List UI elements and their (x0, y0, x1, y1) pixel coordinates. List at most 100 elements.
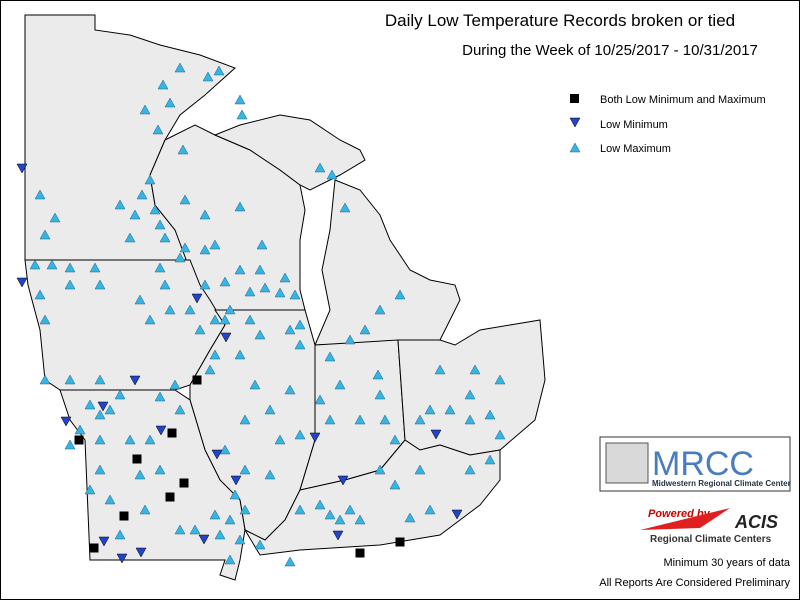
station-marker (157, 79, 169, 90)
logo-map (605, 442, 649, 484)
station-marker (184, 304, 196, 315)
station-marker (177, 144, 189, 155)
station-marker (174, 404, 186, 415)
station-marker (264, 469, 276, 480)
station-marker (169, 379, 181, 390)
station-marker (337, 475, 349, 486)
station-marker (124, 434, 136, 445)
station-marker (244, 314, 256, 325)
station-marker (129, 375, 141, 386)
station-marker (154, 262, 166, 273)
station-marker (264, 404, 276, 415)
station-marker (294, 429, 306, 440)
kentucky (243, 439, 501, 556)
station-marker (389, 434, 401, 445)
station-marker (135, 547, 147, 558)
station-marker (199, 244, 211, 255)
station-marker (192, 375, 202, 385)
station-marker (209, 314, 221, 325)
station-marker (430, 429, 442, 440)
acis-logo: Powered by ACIS Regional Climate Centers (640, 508, 778, 545)
station-marker (249, 379, 261, 390)
lower-michigan (314, 179, 461, 346)
station-marker (334, 379, 346, 390)
station-marker (84, 484, 96, 495)
station-marker (284, 324, 296, 335)
station-marker (164, 304, 176, 315)
states (24, 14, 546, 581)
station-marker (359, 324, 371, 335)
station-marker (256, 239, 268, 250)
station-marker (389, 479, 401, 490)
station-marker (119, 511, 129, 521)
logo-full-name: Midwestern Regional Climate Center (652, 479, 791, 488)
station-marker (39, 374, 51, 385)
station-marker (174, 252, 186, 263)
map-subtitle: During the Week of 10/25/2017 - 10/31/20… (462, 42, 758, 59)
station-marker (294, 319, 306, 330)
legend-label: Low Maximum (600, 143, 671, 155)
station-marker (239, 414, 251, 425)
station-marker (154, 391, 166, 402)
station-marker (34, 189, 46, 200)
station-marker (209, 349, 221, 360)
station-marker (64, 262, 76, 273)
station-marker (74, 435, 84, 445)
station-marker (334, 514, 346, 525)
station-marker (114, 389, 126, 400)
station-marker (114, 529, 126, 540)
station-marker (104, 404, 116, 415)
station-marker (179, 478, 189, 488)
mrcc-logo: MRCC Midwestern Regional Climate Center (599, 436, 791, 492)
upper-michigan (213, 114, 366, 191)
station-marker (129, 209, 141, 220)
station-marker (254, 264, 266, 275)
station-marker (134, 294, 146, 305)
station-marker (434, 364, 446, 375)
acis-swoosh (640, 508, 730, 530)
station-marker (89, 262, 101, 273)
station-marker (254, 329, 266, 340)
station-marker (165, 492, 175, 502)
station-marker (39, 229, 51, 240)
station-marker (139, 104, 151, 115)
legend: Both Low Minimum and Maximum Low Minimum… (569, 94, 766, 155)
station-marker (344, 504, 356, 515)
legend-symbol (569, 142, 581, 153)
station-marker (154, 464, 166, 475)
station-marker (149, 204, 161, 215)
station-marker (354, 414, 366, 425)
station-marker (194, 324, 206, 335)
station-marker (114, 199, 126, 210)
station-marker (326, 169, 338, 180)
station-marker (234, 94, 246, 105)
station-marker (60, 416, 72, 427)
station-marker (89, 543, 99, 553)
station-marker (16, 277, 28, 288)
station-marker (444, 404, 456, 415)
station-marker (344, 334, 356, 345)
station-marker (294, 504, 306, 515)
station-marker (46, 259, 58, 270)
station-marker (374, 464, 386, 475)
station-marker (259, 282, 271, 293)
station-marker (494, 374, 506, 385)
station-marker (97, 401, 109, 412)
station-marker (116, 553, 128, 564)
station-marker (179, 242, 191, 253)
station-marker (84, 399, 96, 410)
station-marker (136, 189, 148, 200)
station-marker (484, 409, 496, 420)
station-marker (451, 509, 463, 520)
station-marker (464, 414, 476, 425)
station-marker (134, 469, 146, 480)
station-marker (34, 289, 46, 300)
station-marker (395, 537, 405, 547)
station-marker (94, 279, 106, 290)
station-marker (209, 509, 221, 520)
station-marker (414, 414, 426, 425)
station-marker (211, 449, 223, 460)
station-marker (209, 239, 221, 250)
station-marker (324, 509, 336, 520)
station-marker (379, 414, 391, 425)
